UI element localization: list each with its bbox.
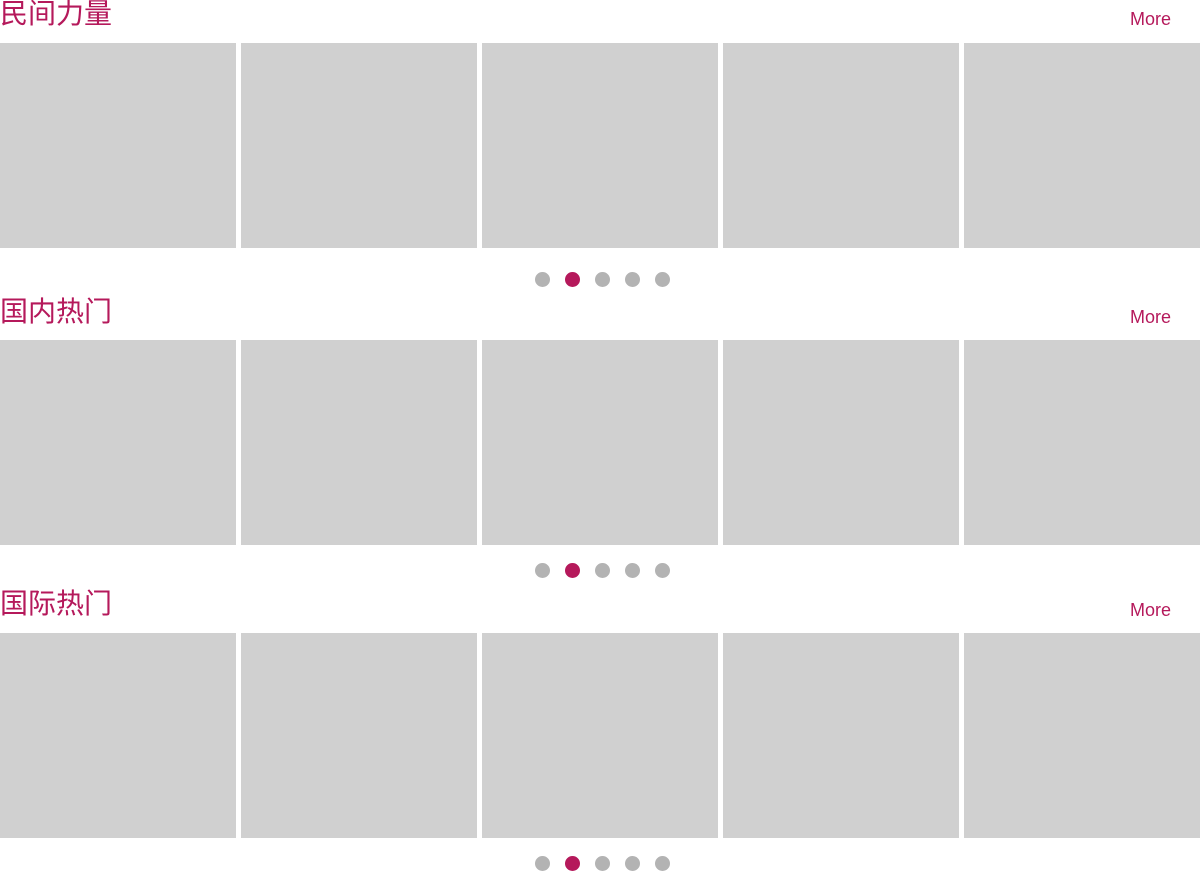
card-2[interactable] — [241, 43, 477, 248]
card-4[interactable] — [723, 340, 959, 545]
card-1[interactable] — [0, 43, 236, 248]
pagination-dot-3[interactable] — [595, 272, 610, 287]
card-4[interactable] — [723, 43, 959, 248]
pagination-dot-2[interactable] — [565, 856, 580, 871]
more-link[interactable]: More — [1130, 9, 1172, 29]
more-link[interactable]: More — [1130, 600, 1172, 620]
card-1[interactable] — [0, 340, 236, 545]
more-link[interactable]: More — [1130, 307, 1172, 327]
pagination-dot-1[interactable] — [535, 272, 550, 287]
card-3[interactable] — [482, 633, 718, 838]
pagination-dot-5[interactable] — [655, 856, 670, 871]
card-2[interactable] — [241, 340, 477, 545]
pagination-dots — [535, 272, 671, 287]
pagination-dots — [535, 856, 671, 871]
card-5[interactable] — [964, 633, 1200, 838]
card-row — [0, 340, 1200, 545]
card-row — [0, 43, 1200, 248]
card-2[interactable] — [241, 633, 477, 838]
card-1[interactable] — [0, 633, 236, 838]
pagination-dot-1[interactable] — [535, 856, 550, 871]
pagination-dot-2[interactable] — [565, 563, 580, 578]
card-5[interactable] — [964, 340, 1200, 545]
pagination-dots — [535, 563, 671, 578]
section-title: 国际热门 — [0, 587, 113, 620]
pagination-dot-5[interactable] — [655, 563, 670, 578]
pagination-dot-5[interactable] — [655, 272, 670, 287]
pagination-dot-4[interactable] — [625, 856, 640, 871]
pagination-dot-1[interactable] — [535, 563, 550, 578]
section-title: 国内热门 — [0, 295, 113, 328]
pagination-dot-4[interactable] — [625, 563, 640, 578]
pagination-dot-2[interactable] — [565, 272, 580, 287]
section-title: 民间力量 — [0, 0, 113, 30]
card-row — [0, 633, 1200, 838]
card-4[interactable] — [723, 633, 959, 838]
pagination-dot-4[interactable] — [625, 272, 640, 287]
card-5[interactable] — [964, 43, 1200, 248]
pagination-dot-3[interactable] — [595, 856, 610, 871]
card-3[interactable] — [482, 340, 718, 545]
card-3[interactable] — [482, 43, 718, 248]
pagination-dot-3[interactable] — [595, 563, 610, 578]
